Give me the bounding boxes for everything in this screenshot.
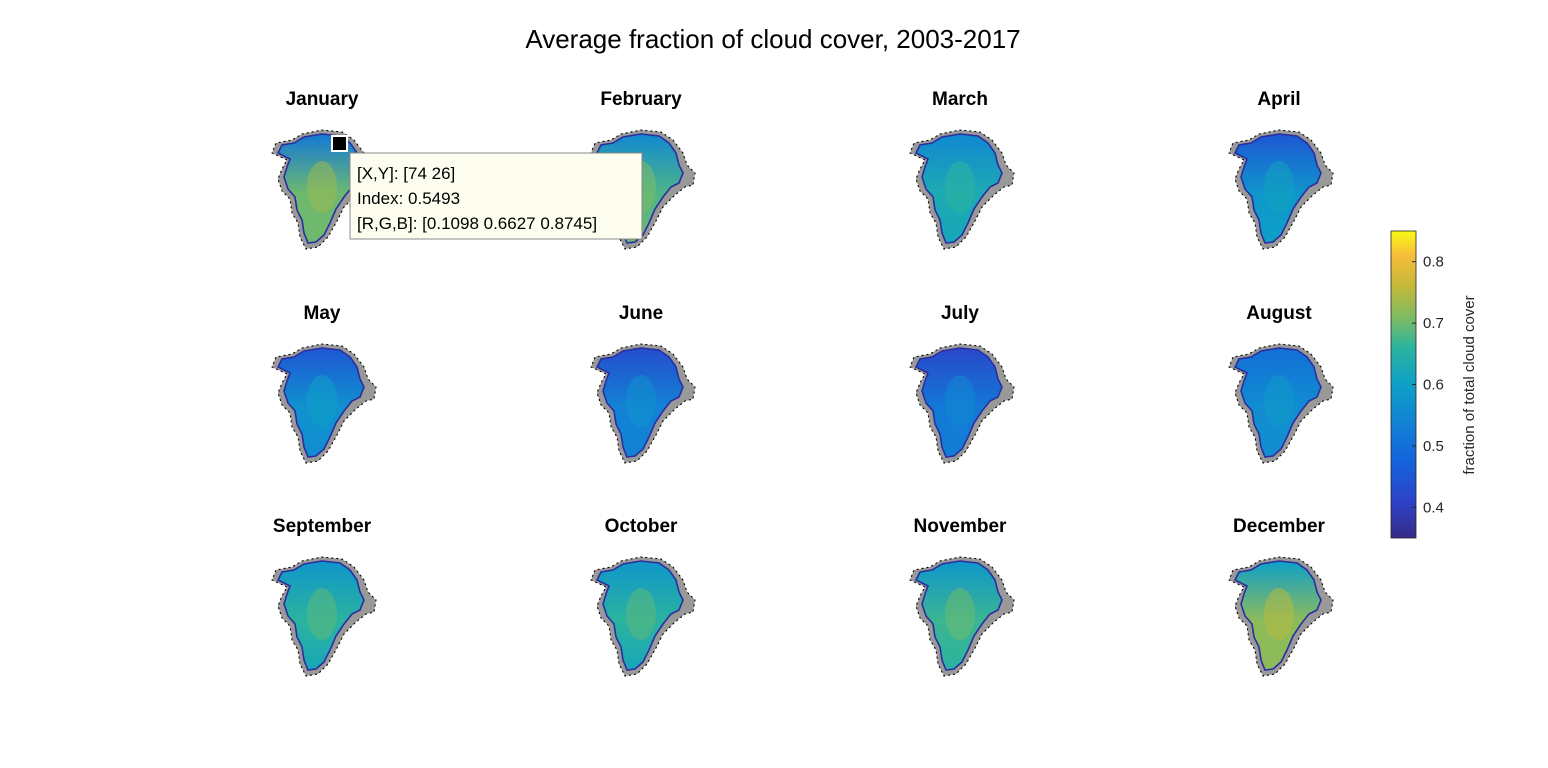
panel-title: May xyxy=(304,303,341,324)
cloud-cover-core xyxy=(1264,588,1294,640)
panel-title: November xyxy=(914,516,1008,537)
panel-august: August xyxy=(1228,303,1334,464)
colorbar-tick-label: 0.8 xyxy=(1423,254,1444,271)
cloud-cover-core xyxy=(307,375,337,427)
panel-title: December xyxy=(1233,516,1325,537)
panel-november: November xyxy=(909,516,1015,677)
panel-april: April xyxy=(1228,89,1334,250)
panel-title: October xyxy=(605,516,678,537)
panel-title: April xyxy=(1257,89,1300,110)
datatip-index: Index: 0.5493 xyxy=(357,189,460,208)
panel-january: January xyxy=(271,89,377,250)
cloud-cover-core xyxy=(1264,161,1294,213)
datatip-marker[interactable] xyxy=(331,135,348,152)
colorbar-ticks: 0.4 0.5 0.6 0.7 0.8 xyxy=(1412,254,1444,516)
panel-october: October xyxy=(590,516,696,677)
cloud-cover-core xyxy=(307,161,337,213)
cloud-cover-core xyxy=(1264,375,1294,427)
panel-july: July xyxy=(909,303,1015,464)
colorbar-tick-label: 0.4 xyxy=(1423,499,1444,516)
panel-september: September xyxy=(271,516,377,677)
panel-title: August xyxy=(1246,303,1312,324)
colorbar-tick-label: 0.5 xyxy=(1423,438,1444,455)
panel-march: March xyxy=(909,89,1015,250)
panel-title: September xyxy=(273,516,372,537)
panel-title: July xyxy=(941,303,979,324)
cloud-cover-core xyxy=(945,161,975,213)
panel-title: February xyxy=(600,89,682,110)
cloud-cover-core xyxy=(626,588,656,640)
cloud-cover-core xyxy=(945,588,975,640)
cloud-cover-core xyxy=(307,588,337,640)
cloud-cover-core xyxy=(626,375,656,427)
colorbar-tick-label: 0.6 xyxy=(1423,377,1444,394)
datatip-box xyxy=(349,152,643,240)
panel-title: June xyxy=(619,303,663,324)
cloud-cover-core xyxy=(945,375,975,427)
datatip-position: [X,Y]: [74 26] xyxy=(357,164,455,183)
panel-title: March xyxy=(932,89,988,110)
panel-may: May xyxy=(271,303,377,464)
colorbar-label: fraction of total cloud cover xyxy=(1461,295,1478,474)
datatip[interactable]: [X,Y]: [74 26] Index: 0.5493 [R,G,B]: [0… xyxy=(331,135,643,240)
colorbar-tick-label: 0.7 xyxy=(1423,315,1444,332)
colorbar-gradient xyxy=(1390,230,1417,539)
panel-december: December xyxy=(1228,516,1334,677)
figure-title: Average fraction of cloud cover, 2003-20… xyxy=(525,24,1020,54)
panel-title: January xyxy=(286,89,359,110)
panel-june: June xyxy=(590,303,696,464)
colorbar: 0.4 0.5 0.6 0.7 0.8 fraction of total cloud … xyxy=(1390,230,1478,539)
datatip-rgb: [R,G,B]: [0.1098 0.6627 0.8745] xyxy=(357,214,597,233)
